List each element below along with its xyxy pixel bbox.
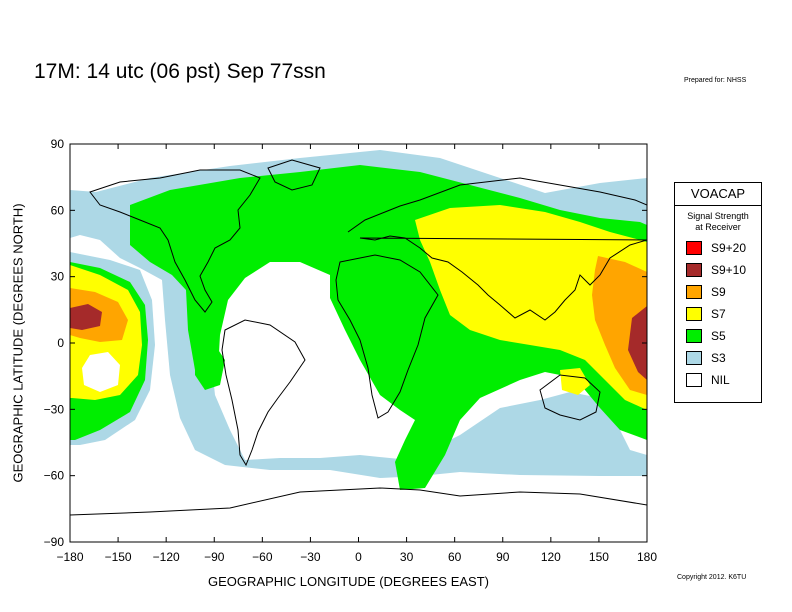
legend-item: NIL — [675, 369, 761, 391]
legend-label: S7 — [711, 307, 726, 321]
x-tick-label: −30 — [300, 550, 321, 564]
legend-item: S9+10 — [675, 259, 761, 281]
legend-item: S5 — [675, 325, 761, 347]
legend-title: VOACAP — [675, 183, 761, 206]
legend-label: S5 — [711, 329, 726, 343]
legend-swatch — [686, 307, 702, 321]
x-axis-label: GEOGRAPHIC LONGITUDE (DEGREES EAST) — [208, 574, 489, 589]
coverage-nil-hole — [82, 352, 120, 392]
x-tick-label: 60 — [448, 550, 462, 564]
x-tick-label: −60 — [252, 550, 273, 564]
legend-swatch — [686, 329, 702, 343]
legend-swatch — [686, 263, 702, 277]
legend-item: S3 — [675, 347, 761, 369]
legend-box: VOACAP Signal Strength at Receiver S9+20… — [674, 182, 762, 403]
continent-outlines — [70, 159, 647, 516]
prepared-for-note: Prepared for: NHSS — [684, 77, 747, 84]
legend-label: S9+10 — [711, 263, 747, 277]
x-tick-label: 120 — [541, 550, 561, 564]
legend-item: S7 — [675, 303, 761, 325]
legend-swatch — [686, 285, 702, 299]
legend-items: S9+20 S9+10 S9 S7 S5 S3 NIL — [675, 237, 761, 391]
y-tick-label: 30 — [51, 270, 65, 284]
map-title: 17M: 14 utc (06 pst) Sep 77ssn — [34, 60, 326, 83]
x-tick-label: 0 — [355, 550, 362, 564]
coverage-s9-plus-10 — [70, 304, 647, 380]
legend-item: S9 — [675, 281, 761, 303]
x-tick-label: −180 — [56, 550, 83, 564]
y-tick-label: −90 — [44, 535, 65, 549]
x-tick-label: 30 — [400, 550, 414, 564]
legend-label: S3 — [711, 351, 726, 365]
x-tick-label: 180 — [637, 550, 657, 564]
x-tick-label: −120 — [153, 550, 180, 564]
legend-subtitle-line2: at Receiver — [695, 222, 741, 232]
legend-swatch — [686, 241, 702, 255]
y-tick-label: −60 — [44, 469, 65, 483]
x-tick-label: 90 — [496, 550, 510, 564]
legend-swatch — [686, 351, 702, 365]
y-tick-label: −30 — [44, 402, 65, 416]
axis-ticks: −180 −150 −120 −90 −60 −30 0 30 60 90 120 150 180 90 6… — [44, 137, 658, 564]
coverage-layers — [70, 150, 647, 516]
legend-subtitle-line1: Signal Strength — [687, 211, 749, 221]
legend-label: S9 — [711, 285, 726, 299]
copyright-note: Copyright 2012. K6TU — [677, 574, 747, 581]
x-tick-label: −90 — [204, 550, 225, 564]
legend-label: S9+20 — [711, 241, 747, 255]
legend-item: S9+20 — [675, 237, 761, 259]
y-tick-label: 90 — [51, 137, 65, 151]
y-axis-label: GEOGRAPHIC LATITUDE (DEGREES NORTH) — [10, 203, 26, 483]
legend-subtitle: Signal Strength at Receiver — [675, 211, 761, 233]
y-tick-label: 60 — [51, 203, 65, 217]
legend-swatch — [686, 373, 702, 387]
x-tick-label: −150 — [105, 550, 132, 564]
x-tick-label: 150 — [589, 550, 609, 564]
legend-label: NIL — [711, 373, 730, 387]
y-tick-label: 0 — [57, 336, 64, 350]
